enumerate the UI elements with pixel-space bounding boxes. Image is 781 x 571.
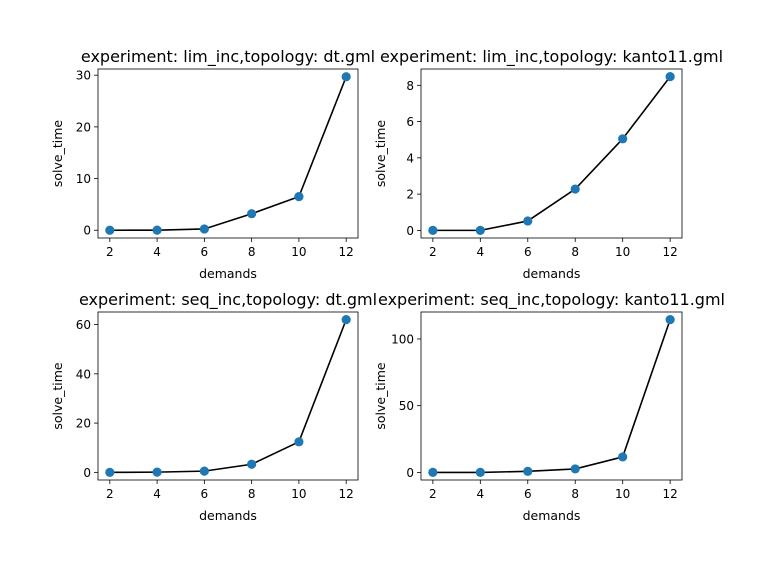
- data-point: [618, 134, 628, 144]
- subplot-3: experiment: seq_inc,topology: dt.gml 2 4 6 8…: [50, 290, 377, 523]
- x-tick-label: 10: [291, 487, 306, 501]
- x-tick-label: 2: [106, 487, 114, 501]
- y-tick-label: 6: [406, 115, 414, 129]
- chart-title: experiment: lim_inc,topology: kanto11.gm…: [380, 47, 723, 67]
- data-point: [523, 466, 533, 476]
- data-point: [247, 209, 257, 219]
- y-tick-label: 8: [406, 79, 414, 93]
- y-tick-label: 2: [406, 188, 414, 202]
- data-point: [341, 72, 351, 82]
- x-tick-label: 6: [524, 245, 532, 259]
- data-point: [294, 192, 304, 202]
- x-tick-label: 4: [476, 487, 484, 501]
- x-tick-label: 8: [248, 487, 256, 501]
- data-point: [341, 315, 351, 325]
- data-point: [199, 224, 209, 234]
- y-tick-label: 0: [406, 466, 414, 480]
- data-point: [665, 315, 675, 325]
- series-line: [109, 76, 347, 232]
- x-axis-label: demands: [199, 266, 257, 281]
- series-line: [109, 319, 347, 474]
- series-line: [432, 319, 671, 474]
- axes-frame: [420, 311, 683, 481]
- y-tick-label: 20: [76, 120, 91, 134]
- series-line: [432, 76, 671, 232]
- data-point: [475, 467, 485, 477]
- x-tick-label: 2: [429, 487, 437, 501]
- data-point: [105, 467, 115, 477]
- y-tick-label: 20: [76, 417, 91, 431]
- y-tick-label: 4: [406, 151, 414, 165]
- x-tick-label: 4: [476, 245, 484, 259]
- data-point: [152, 225, 162, 235]
- data-point: [199, 466, 209, 476]
- subplot-2: experiment: lim_inc,topology: kanto11.gm…: [373, 47, 723, 281]
- x-tick-label: 2: [429, 245, 437, 259]
- data-point: [428, 467, 438, 477]
- chart-title: experiment: seq_inc,topology: dt.gml: [79, 290, 377, 310]
- y-tick-label: 0: [83, 466, 91, 480]
- data-point: [152, 467, 162, 477]
- y-axis-label: solve_time: [373, 120, 388, 188]
- x-tick-label: 10: [615, 487, 630, 501]
- y-axis-label: solve_time: [373, 362, 388, 430]
- axes-frame: [97, 68, 359, 239]
- x-tick-label: 10: [291, 245, 306, 259]
- charts-container: experiment: lim_inc,topology: dt.gml 2 4 6 8…: [50, 47, 725, 523]
- y-tick-label: 0: [83, 224, 91, 238]
- x-tick-label: 12: [339, 487, 354, 501]
- y-tick-label: 10: [76, 172, 91, 186]
- x-axis-label: demands: [523, 508, 581, 523]
- data-point: [618, 452, 628, 462]
- chart-title: experiment: seq_inc,topology: kanto11.gm…: [378, 290, 725, 310]
- data-point: [475, 225, 485, 235]
- x-axis-label: demands: [199, 508, 257, 523]
- data-point: [665, 72, 675, 82]
- data-point: [294, 437, 304, 447]
- subplot-4: experiment: seq_inc,topology: kanto11.gm…: [373, 290, 725, 523]
- data-point: [247, 459, 257, 469]
- x-tick-label: 12: [662, 487, 677, 501]
- x-tick-label: 8: [571, 245, 579, 259]
- x-axis-label: demands: [523, 266, 581, 281]
- y-tick-label: 50: [399, 399, 414, 413]
- x-tick-label: 2: [106, 245, 114, 259]
- x-tick-label: 12: [339, 245, 354, 259]
- chart-title: experiment: lim_inc,topology: dt.gml: [81, 47, 375, 67]
- x-tick-label: 6: [524, 487, 532, 501]
- x-tick-label: 4: [153, 487, 161, 501]
- x-tick-label: 6: [201, 487, 209, 501]
- x-tick-label: 12: [662, 245, 677, 259]
- y-axis-label: solve_time: [50, 362, 65, 430]
- axes-frame: [420, 68, 683, 239]
- data-point: [105, 225, 115, 235]
- data-point: [523, 216, 533, 226]
- y-tick-label: 40: [76, 367, 91, 381]
- y-tick-label: 60: [76, 318, 91, 332]
- x-tick-label: 6: [201, 245, 209, 259]
- data-point: [428, 225, 438, 235]
- x-tick-label: 8: [248, 245, 256, 259]
- axes-frame: [97, 311, 359, 481]
- x-tick-label: 10: [615, 245, 630, 259]
- x-tick-label: 4: [153, 245, 161, 259]
- data-point: [570, 464, 580, 474]
- y-tick-label: 0: [406, 224, 414, 238]
- x-tick-label: 8: [571, 487, 579, 501]
- y-axis-label: solve_time: [50, 120, 65, 188]
- y-tick-label: 100: [391, 332, 414, 346]
- y-tick-label: 30: [76, 69, 91, 83]
- data-point: [570, 184, 580, 194]
- subplot-1: experiment: lim_inc,topology: dt.gml 2 4 6 8…: [50, 47, 375, 281]
